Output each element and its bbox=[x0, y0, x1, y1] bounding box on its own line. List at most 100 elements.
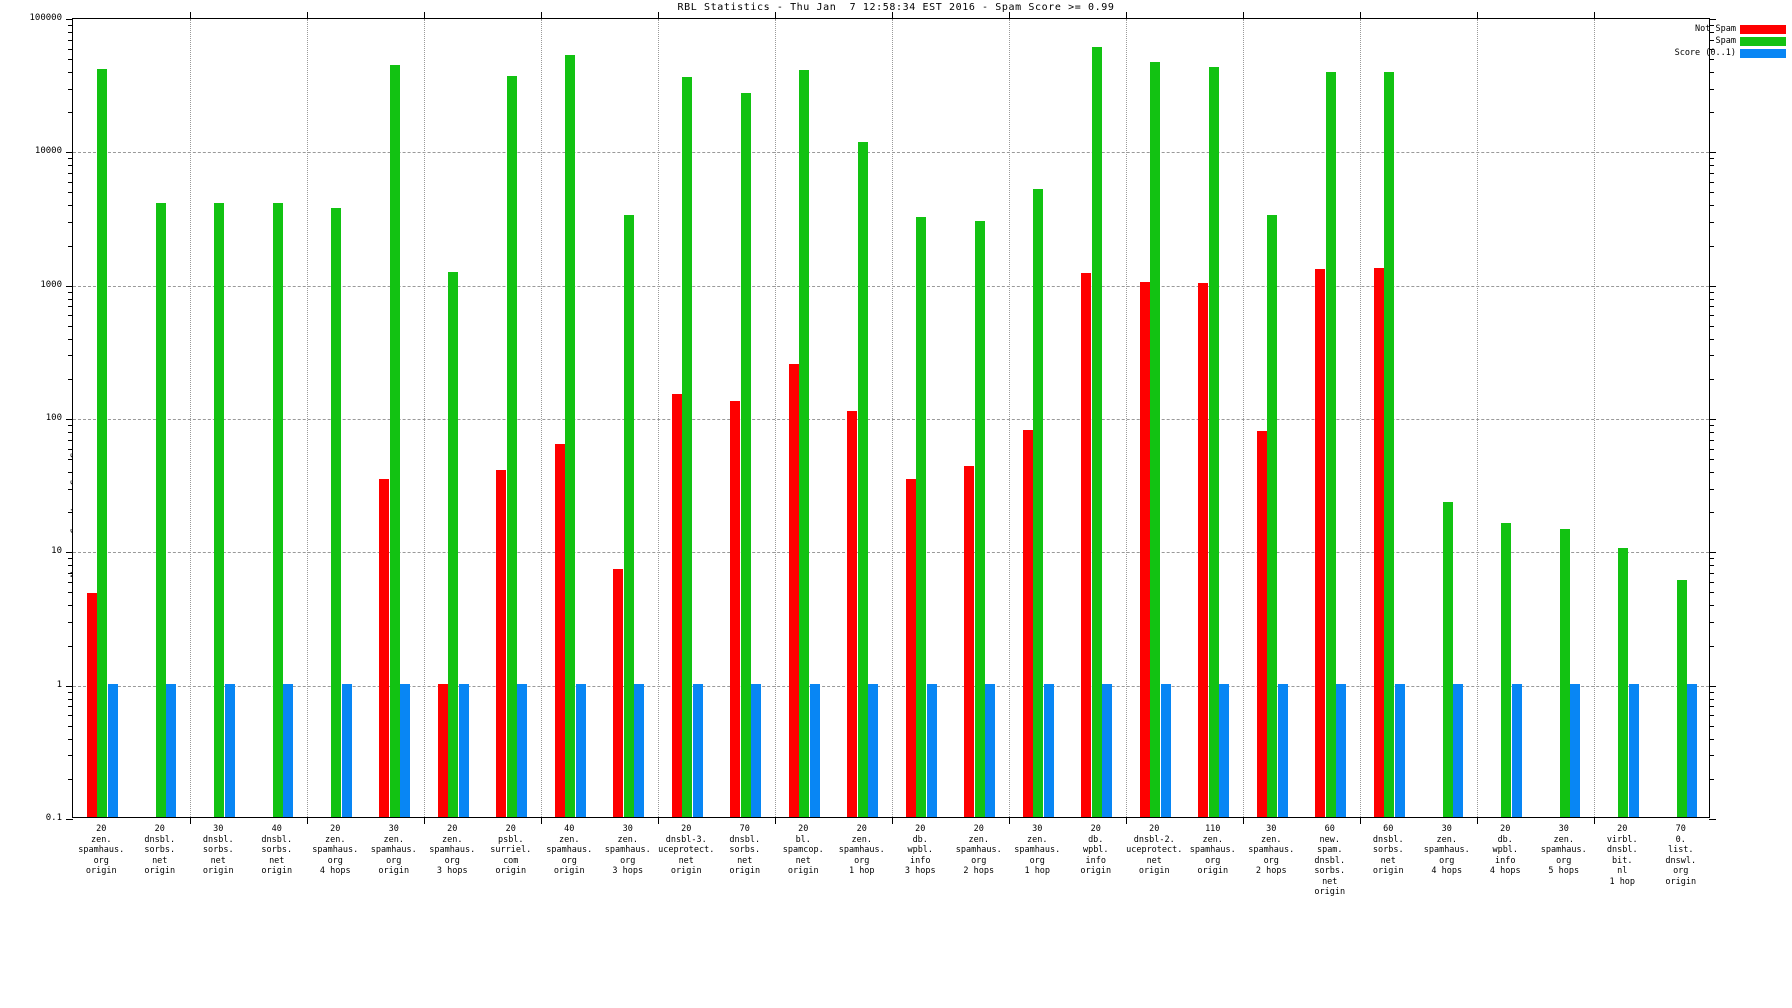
y-axis-minor-tick bbox=[68, 59, 73, 61]
bar-spam bbox=[214, 202, 225, 817]
legend-item: Spam bbox=[1716, 36, 1786, 46]
y-axis-minor-tick bbox=[1709, 448, 1714, 450]
bar-notspam bbox=[788, 363, 799, 817]
y-axis-minor-tick bbox=[1709, 706, 1714, 708]
bar-score bbox=[1511, 684, 1522, 817]
y-axis-minor-tick bbox=[68, 592, 73, 594]
y-axis-minor-tick bbox=[68, 48, 73, 50]
y-axis-minor-tick bbox=[1709, 245, 1714, 247]
y-axis-tick bbox=[1709, 19, 1716, 20]
y-axis-minor-tick bbox=[68, 488, 73, 490]
y-axis-minor-tick bbox=[68, 558, 73, 560]
x-axis-category-label: 20 psbl. surriel. com origin bbox=[490, 824, 532, 876]
x-axis-category-label: 20 db. wpbl. info 4 hops bbox=[1489, 824, 1521, 876]
bar-score bbox=[1277, 684, 1288, 817]
y-axis-minor-tick bbox=[68, 605, 73, 607]
x-axis-tick bbox=[892, 12, 893, 19]
y-axis-minor-tick bbox=[1709, 755, 1714, 757]
y-axis-minor-tick bbox=[68, 378, 73, 380]
bar-spam bbox=[857, 142, 868, 817]
y-axis-minor-tick bbox=[68, 738, 73, 740]
x-axis-tick bbox=[775, 817, 776, 824]
y-axis-minor-tick bbox=[1709, 298, 1714, 300]
bar-spam bbox=[1501, 523, 1512, 817]
y-axis-tick-label: 0.1 bbox=[45, 813, 62, 823]
y-axis-minor-tick bbox=[1709, 325, 1714, 327]
y-axis-minor-tick bbox=[1709, 425, 1714, 427]
y-axis-minor-tick bbox=[68, 448, 73, 450]
bar-score bbox=[985, 684, 996, 817]
x-axis-tick bbox=[1243, 817, 1244, 824]
bar-score bbox=[1043, 684, 1054, 817]
y-axis-minor-tick bbox=[68, 472, 73, 474]
legend-label: Score (0..1) bbox=[1674, 48, 1736, 58]
y-axis-minor-tick bbox=[1709, 605, 1714, 607]
y-axis-tick-label: 10 bbox=[51, 546, 62, 557]
y-axis-minor-tick bbox=[68, 459, 73, 461]
bar-notspam bbox=[1315, 268, 1326, 817]
legend-label: Spam bbox=[1715, 36, 1736, 46]
y-axis-minor-tick bbox=[1709, 645, 1714, 647]
y-axis-minor-tick bbox=[68, 431, 73, 433]
y-axis-minor-tick bbox=[68, 222, 73, 224]
bar-spam bbox=[155, 202, 166, 817]
x-axis-tick bbox=[190, 12, 191, 19]
y-axis-minor-tick bbox=[68, 88, 73, 90]
y-axis-minor-tick bbox=[1709, 622, 1714, 624]
bar-spam bbox=[916, 217, 927, 817]
y-axis-minor-tick bbox=[68, 565, 73, 567]
bar-notspam bbox=[905, 479, 916, 817]
bar-notspam bbox=[730, 401, 741, 817]
bar-score bbox=[341, 684, 352, 817]
vertical-gridline bbox=[1243, 19, 1244, 817]
y-axis-tick bbox=[1709, 152, 1716, 154]
y-axis-minor-tick bbox=[1709, 222, 1714, 224]
x-axis-tick bbox=[1594, 12, 1595, 19]
bar-spam bbox=[565, 54, 576, 817]
y-axis-tick bbox=[66, 419, 73, 420]
bar-notspam bbox=[496, 470, 507, 817]
horizontal-gridline bbox=[73, 685, 1709, 687]
y-axis-minor-tick bbox=[68, 425, 73, 427]
vertical-gridline bbox=[424, 19, 425, 817]
y-axis-minor-tick bbox=[68, 165, 73, 167]
bar-spam bbox=[1091, 46, 1102, 817]
bar-score bbox=[166, 684, 177, 817]
bar-score bbox=[1687, 684, 1698, 817]
bar-spam bbox=[389, 64, 400, 817]
bar-score bbox=[926, 684, 937, 817]
plot-area bbox=[66, 12, 1716, 824]
legend-item: Not Spam bbox=[1695, 24, 1786, 34]
y-axis-tick bbox=[66, 552, 73, 554]
bar-spam bbox=[331, 207, 342, 817]
y-axis-minor-tick bbox=[1709, 778, 1714, 780]
y-axis-minor-tick bbox=[1709, 431, 1714, 433]
bar-score bbox=[1336, 684, 1347, 817]
y-axis-minor-tick bbox=[68, 25, 73, 27]
y-axis-minor-tick bbox=[1709, 25, 1714, 27]
bar-score bbox=[692, 684, 703, 817]
y-axis-minor-tick bbox=[1709, 512, 1714, 514]
y-axis-minor-tick bbox=[1709, 459, 1714, 461]
vertical-gridline bbox=[892, 19, 893, 817]
vertical-gridline bbox=[1594, 19, 1595, 817]
bar-notspam bbox=[847, 411, 858, 817]
bar-score bbox=[1219, 684, 1230, 817]
x-axis-category-label: 20 zen. spamhaus. org origin bbox=[78, 824, 125, 876]
vertical-gridline bbox=[658, 19, 659, 817]
y-axis-tick-label: 100 bbox=[45, 413, 62, 423]
x-axis-tick bbox=[1009, 12, 1010, 19]
y-axis-minor-tick bbox=[1709, 306, 1714, 308]
y-axis-minor-tick bbox=[1709, 205, 1714, 207]
horizontal-gridline bbox=[73, 152, 1709, 154]
bar-notspam bbox=[1256, 430, 1267, 817]
x-axis-category-label: 20 dnsbl-2. uceprotect. net origin bbox=[1126, 824, 1183, 876]
y-axis-minor-tick bbox=[68, 691, 73, 693]
x-axis-category-label: 20 zen. spamhaus. org 2 hops bbox=[955, 824, 1002, 876]
y-axis-minor-tick bbox=[1709, 472, 1714, 474]
bar-score bbox=[283, 684, 294, 817]
y-axis-minor-tick bbox=[1709, 59, 1714, 61]
y-axis-tick bbox=[66, 285, 73, 287]
bar-score bbox=[575, 684, 586, 817]
